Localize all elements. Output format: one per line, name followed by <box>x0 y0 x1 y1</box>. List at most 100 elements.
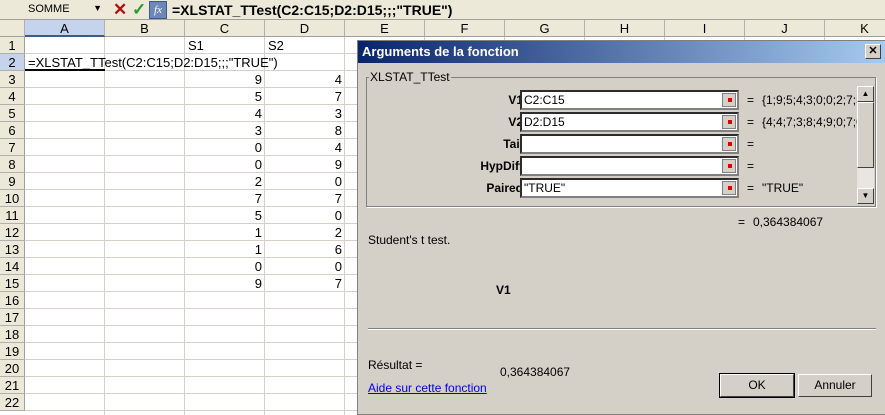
cell-C4[interactable]: 5 <box>254 89 262 104</box>
cancel-button[interactable]: Annuler <box>798 374 872 397</box>
column-header-G[interactable]: G <box>505 20 585 37</box>
argument-tail: Tail = <box>367 134 867 154</box>
row-header-21[interactable]: 21 <box>0 377 25 394</box>
row-header-20[interactable]: 20 <box>0 360 25 377</box>
formula-input[interactable]: =XLSTAT_TTest(C2:C15;D2:D15;;;"TRUE") <box>172 2 453 18</box>
column-header-B[interactable]: B <box>105 20 185 37</box>
cell-C1[interactable]: S1 <box>188 38 204 53</box>
argument-result: {1;9;5;4;3;0;0;2;7;5 <box>762 93 863 107</box>
check-icon[interactable]: ✓ <box>132 0 147 19</box>
argument-input[interactable]: D2:D15 <box>520 112 739 132</box>
close-icon[interactable]: ✕ <box>865 44 881 59</box>
result-label: Résultat = <box>368 358 423 372</box>
cell-C7[interactable]: 0 <box>254 140 262 155</box>
cell-C9[interactable]: 2 <box>254 174 262 189</box>
scrollbar[interactable]: ▲ ▼ <box>857 86 874 204</box>
cell-D8[interactable]: 9 <box>334 157 342 172</box>
column-header-H[interactable]: H <box>585 20 665 37</box>
select-all[interactable] <box>0 20 25 37</box>
cell-D6[interactable]: 8 <box>334 123 342 138</box>
column-header-D[interactable]: D <box>265 20 345 37</box>
argument-input[interactable]: C2:C15 <box>520 90 739 110</box>
row-header-6[interactable]: 6 <box>0 122 25 139</box>
column-header-K[interactable]: K <box>825 20 885 37</box>
row-header-3[interactable]: 3 <box>0 71 25 88</box>
argument-label: Tail <box>503 137 523 151</box>
row-header-8[interactable]: 8 <box>0 156 25 173</box>
function-icon[interactable]: fx <box>149 1 167 19</box>
divider <box>368 328 876 330</box>
ok-button[interactable]: OK <box>719 373 795 398</box>
argument-label: V2 <box>508 115 523 129</box>
column-header-I[interactable]: I <box>665 20 745 37</box>
row-header-18[interactable]: 18 <box>0 326 25 343</box>
row-header-7[interactable]: 7 <box>0 139 25 156</box>
row-header-16[interactable]: 16 <box>0 292 25 309</box>
equals-sign: = <box>747 137 755 151</box>
row-header-17[interactable]: 17 <box>0 309 25 326</box>
argument-input[interactable] <box>520 156 739 176</box>
column-header-A[interactable]: A <box>25 20 105 37</box>
cell-C12[interactable]: 1 <box>254 225 262 240</box>
argument-value: C2:C15 <box>524 93 565 107</box>
cell-D4[interactable]: 7 <box>334 89 342 104</box>
help-link[interactable]: Aide sur cette fonction <box>368 381 487 395</box>
cell-C13[interactable]: 1 <box>254 242 262 257</box>
cell-D13[interactable]: 6 <box>334 242 342 257</box>
cell-C8[interactable]: 0 <box>254 157 262 172</box>
scroll-thumb[interactable] <box>857 102 874 168</box>
row-header-13[interactable]: 13 <box>0 241 25 258</box>
column-header-F[interactable]: F <box>425 20 505 37</box>
range-picker-icon[interactable] <box>722 115 736 129</box>
cancel-icon[interactable]: ✕ <box>113 0 128 19</box>
cell-D10[interactable]: 7 <box>334 191 342 206</box>
row-header-19[interactable]: 19 <box>0 343 25 360</box>
cell-C11[interactable]: 5 <box>254 208 262 223</box>
range-picker-icon[interactable] <box>722 137 736 151</box>
row-header-10[interactable]: 10 <box>0 190 25 207</box>
cell-A2-active[interactable]: =XLSTAT_TTest(C2:C15;D2:D15;;;"TRUE") <box>25 54 278 71</box>
cell-D12[interactable]: 2 <box>334 225 342 240</box>
cell-C6[interactable]: 3 <box>254 123 262 138</box>
cell-C14[interactable]: 0 <box>254 259 262 274</box>
cell-D11[interactable]: 0 <box>334 208 342 223</box>
cell-D15[interactable]: 7 <box>334 276 342 291</box>
cell-D5[interactable]: 3 <box>334 106 342 121</box>
cell-D7[interactable]: 4 <box>334 140 342 155</box>
argument-v2: V2 D2:D15 = {4;4;7;3;8;4;9;0;7;0 <box>367 112 867 132</box>
column-header-E[interactable]: E <box>345 20 425 37</box>
argument-label: HypDiff <box>480 159 523 173</box>
row-header-5[interactable]: 5 <box>0 105 25 122</box>
cell-D9[interactable]: 0 <box>334 174 342 189</box>
scroll-up-icon[interactable]: ▲ <box>857 86 874 102</box>
cell-C5[interactable]: 4 <box>254 106 262 121</box>
column-header-J[interactable]: J <box>745 20 825 37</box>
argument-description-label: V1 <box>496 283 511 297</box>
cell-C3[interactable]: 9 <box>254 72 262 87</box>
row-header-22[interactable]: 22 <box>0 394 25 411</box>
row-header-15[interactable]: 15 <box>0 275 25 292</box>
name-box[interactable]: SOMME ▼ <box>2 1 106 18</box>
argument-hypdiff: HypDiff = <box>367 156 867 176</box>
row-header-12[interactable]: 12 <box>0 224 25 241</box>
chevron-down-icon[interactable]: ▼ <box>93 3 102 13</box>
range-picker-icon[interactable] <box>722 181 736 195</box>
row-header-2[interactable]: 2 <box>0 54 25 71</box>
cell-D3[interactable]: 4 <box>334 72 342 87</box>
scroll-down-icon[interactable]: ▼ <box>857 188 874 204</box>
argument-result: "TRUE" <box>762 181 804 195</box>
row-header-1[interactable]: 1 <box>0 37 25 54</box>
range-picker-icon[interactable] <box>722 93 736 107</box>
argument-input[interactable] <box>520 134 739 154</box>
row-header-9[interactable]: 9 <box>0 173 25 190</box>
cell-D14[interactable]: 0 <box>334 259 342 274</box>
argument-input[interactable]: "TRUE" <box>520 178 739 198</box>
row-header-4[interactable]: 4 <box>0 88 25 105</box>
range-picker-icon[interactable] <box>722 159 736 173</box>
cell-D1[interactable]: S2 <box>268 38 284 53</box>
row-header-11[interactable]: 11 <box>0 207 25 224</box>
column-header-C[interactable]: C <box>185 20 265 37</box>
cell-C10[interactable]: 7 <box>254 191 262 206</box>
row-header-14[interactable]: 14 <box>0 258 25 275</box>
cell-C15[interactable]: 9 <box>254 276 262 291</box>
